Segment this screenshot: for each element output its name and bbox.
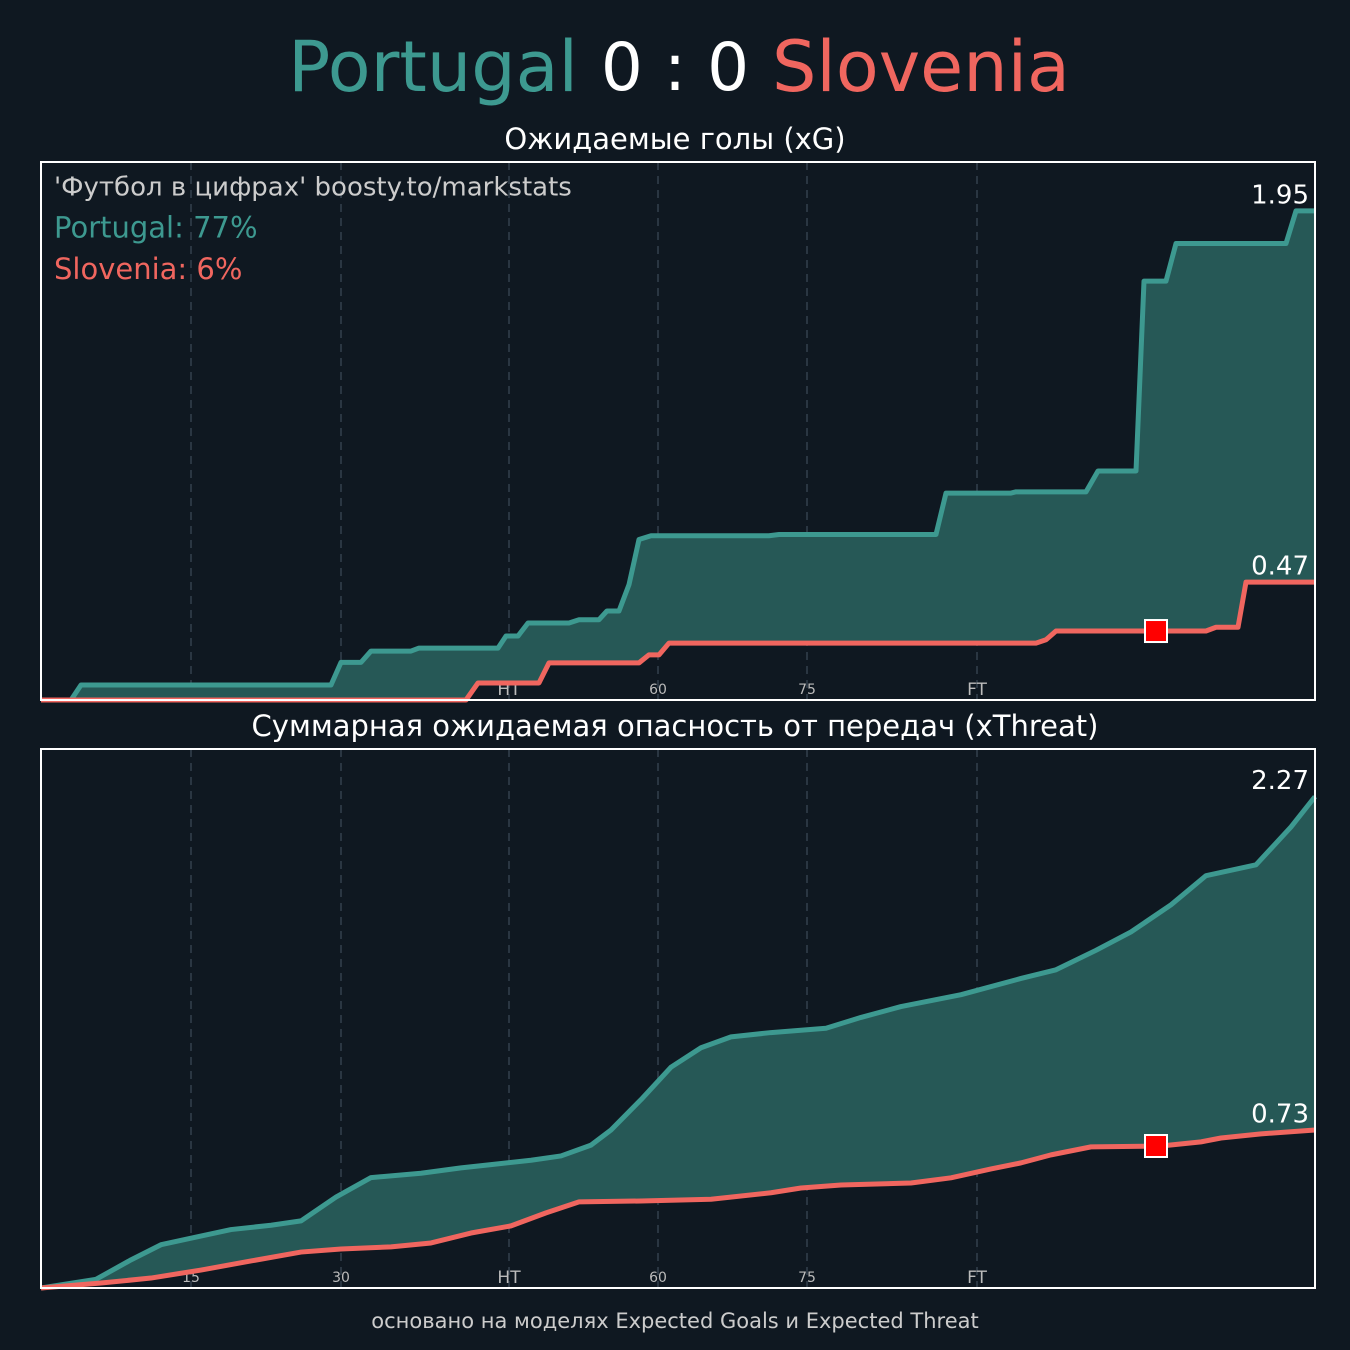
series-line bbox=[41, 208, 1315, 703]
home-team: Portugal bbox=[288, 26, 578, 108]
value-label: 0.47 bbox=[1251, 552, 1309, 582]
footer: основано на моделях Expected Goals и Exp… bbox=[371, 1309, 978, 1333]
series-line bbox=[41, 579, 1315, 703]
area-fill bbox=[41, 210, 1315, 700]
annotation: Slovenia: 6% bbox=[54, 252, 242, 286]
away-team: Slovenia bbox=[772, 26, 1070, 108]
panel-title: Ожидаемые голы (xG) bbox=[504, 122, 845, 156]
marker bbox=[1144, 1133, 1168, 1158]
series-line bbox=[40, 795, 1317, 1291]
annotation: 'Футбол в цифрах' boosty.to/markstats bbox=[54, 173, 572, 203]
score: 0 : 0 bbox=[601, 29, 749, 106]
x-tick-label: 60 bbox=[649, 682, 667, 698]
value-label: 0.73 bbox=[1251, 1099, 1309, 1129]
x-tick-label: 75 bbox=[798, 682, 816, 698]
x-tick-label: 75 bbox=[798, 1270, 816, 1286]
annotation: Portugal: 77% bbox=[54, 211, 258, 245]
x-tick-label: FT bbox=[967, 680, 987, 700]
area-fill bbox=[41, 796, 1315, 1288]
panel-title: Суммарная ожидаемая опасность от передач… bbox=[252, 709, 1099, 743]
series-line bbox=[40, 1127, 1316, 1291]
panel-frame bbox=[40, 161, 1316, 701]
x-tick-label: 30 bbox=[332, 1270, 350, 1286]
panel-frame bbox=[40, 748, 1316, 1289]
x-tick-label: 60 bbox=[649, 1270, 667, 1286]
x-tick-label: FT bbox=[967, 1268, 987, 1288]
marker bbox=[1144, 619, 1168, 644]
x-tick-label: HT bbox=[497, 1268, 521, 1288]
value-label: 1.95 bbox=[1251, 180, 1309, 210]
value-label: 2.27 bbox=[1251, 766, 1309, 796]
